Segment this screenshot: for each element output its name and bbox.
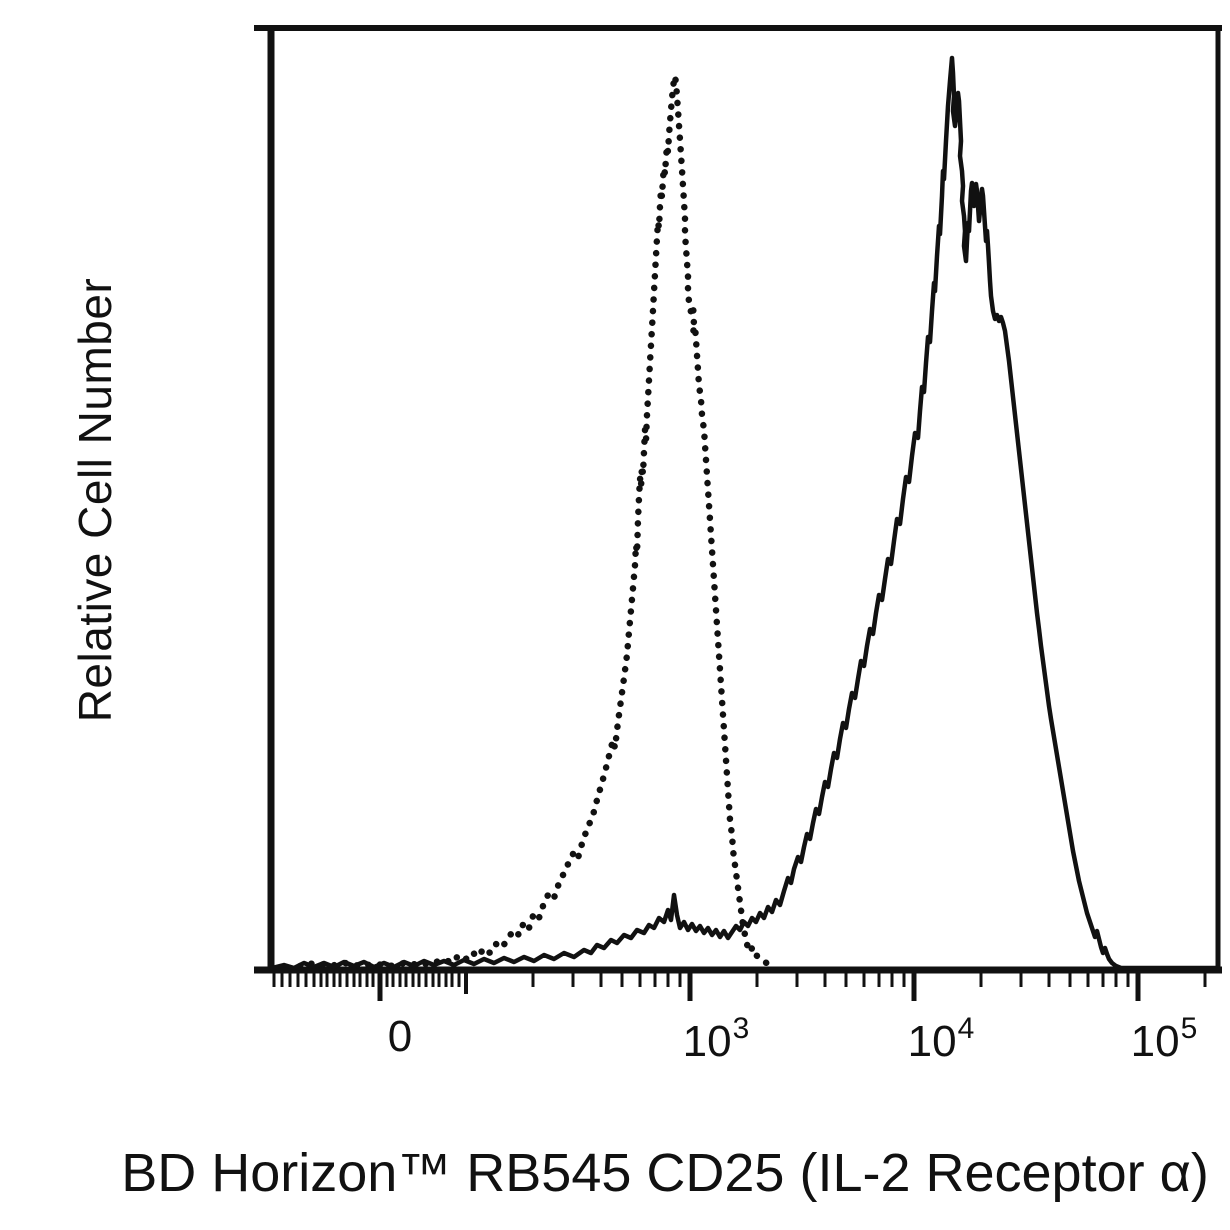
x-axis-label: BD Horizon™ RB545 CD25 (IL-2 Receptor α) xyxy=(121,1143,1209,1203)
tick-exponent: 3 xyxy=(732,1012,750,1045)
x-axis-ticks xyxy=(272,973,1207,1001)
plot-border xyxy=(254,25,1222,974)
tick-exponent: 4 xyxy=(957,1012,975,1045)
tick-base: 10 xyxy=(907,1017,957,1066)
x-tick-label-103: 103 xyxy=(683,1012,750,1067)
tick-base: 10 xyxy=(1130,1017,1180,1066)
x-axis-tick-labels: 0 103 104 105 xyxy=(0,1012,1230,1092)
cd25-stained-curve xyxy=(269,55,1221,971)
CD25-RB545-stained-polyline xyxy=(269,55,1221,971)
x-tick-label-0: 0 xyxy=(388,1012,412,1062)
negative-control-curve xyxy=(296,72,772,970)
tick-exponent: 5 xyxy=(1180,1012,1198,1045)
tick-base: 10 xyxy=(682,1017,732,1066)
tick-base: 0 xyxy=(387,1012,413,1061)
x-tick-label-104: 104 xyxy=(908,1012,975,1067)
negative-control-polyline xyxy=(296,72,772,970)
x-tick-label-105: 105 xyxy=(1131,1012,1198,1067)
